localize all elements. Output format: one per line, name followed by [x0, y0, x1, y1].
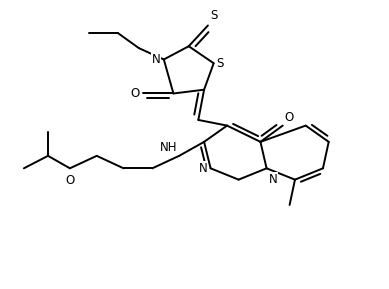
Text: N: N: [199, 162, 208, 175]
Text: NH: NH: [160, 141, 178, 154]
Text: O: O: [285, 111, 294, 124]
Text: S: S: [217, 57, 224, 70]
Text: O: O: [65, 174, 75, 187]
Text: N: N: [152, 53, 161, 66]
Text: S: S: [210, 10, 217, 23]
Text: N: N: [268, 173, 277, 186]
Text: O: O: [130, 87, 140, 100]
